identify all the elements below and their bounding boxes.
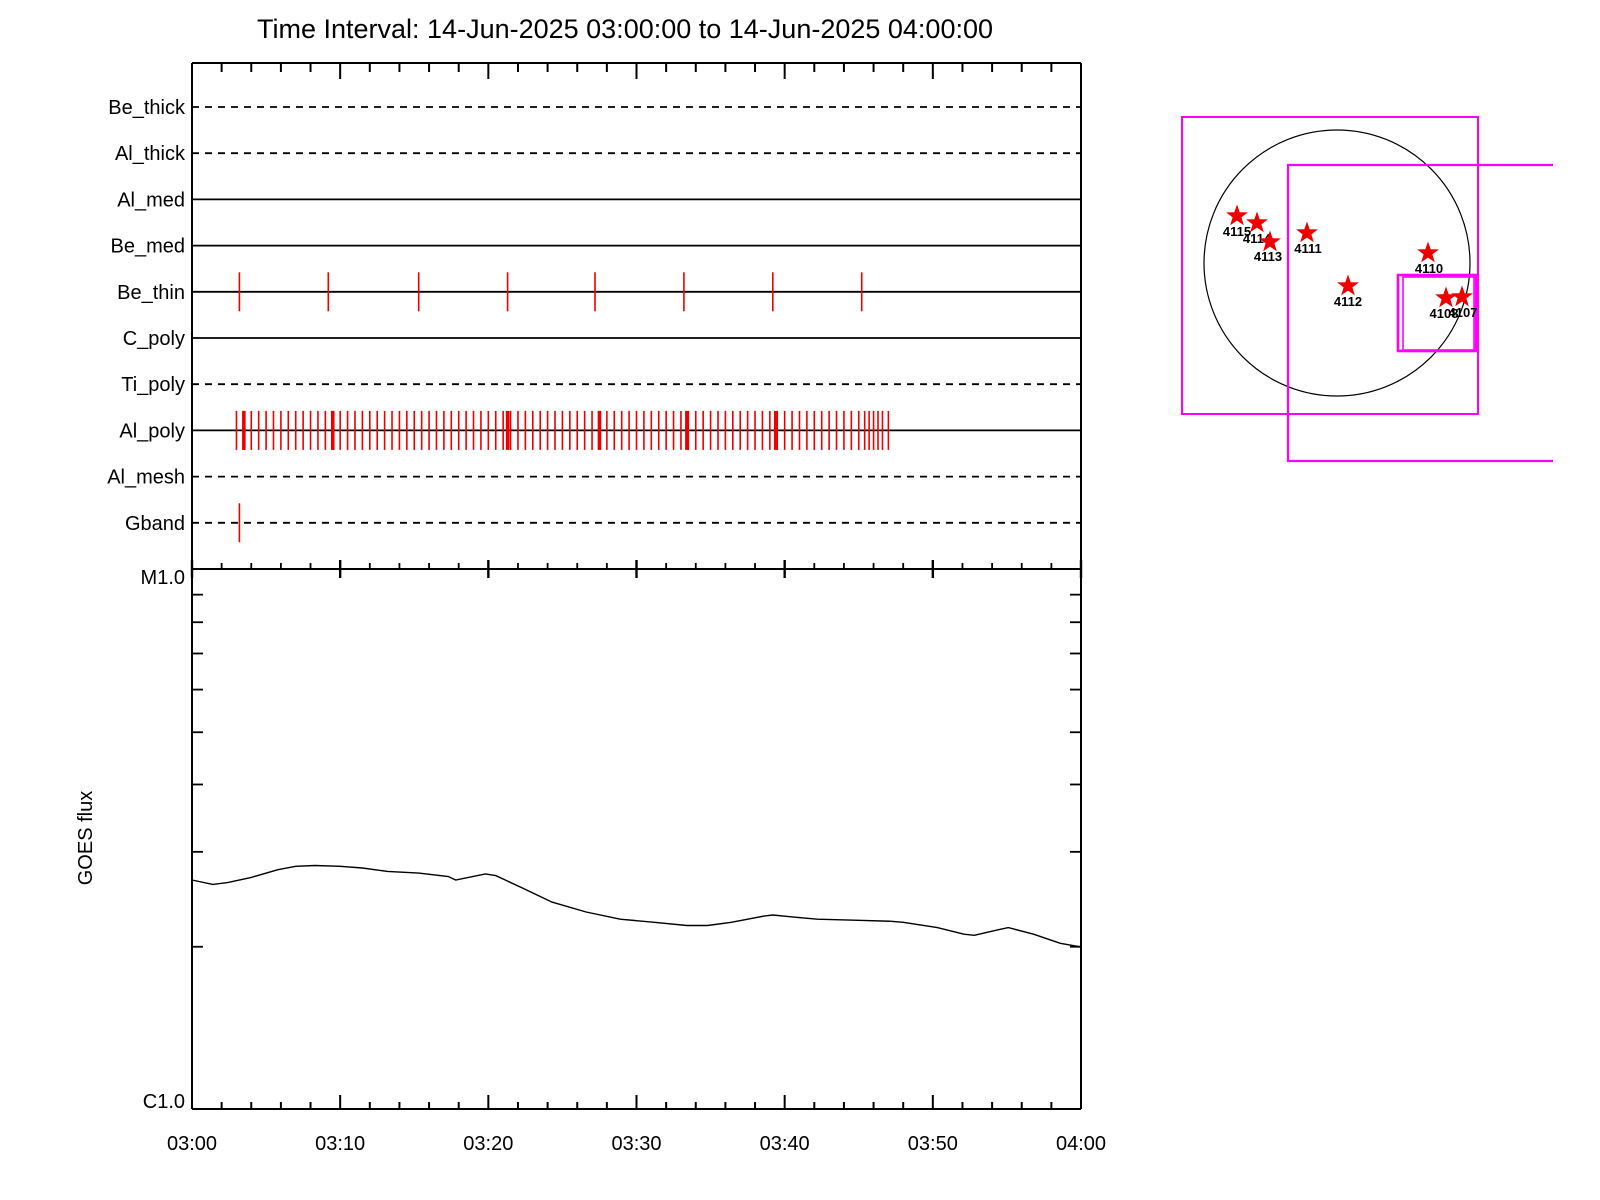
x-axis-label-03:10: 03:10 — [315, 1133, 365, 1155]
fov-box-0 — [1181, 116, 1479, 415]
filter-row-label-Al_poly: Al_poly — [119, 420, 185, 442]
filter-row-label-Gband: Gband — [125, 513, 185, 535]
filter-row-label-C_poly: C_poly — [123, 328, 185, 350]
chart-title: Time Interval: 14-Jun-2025 03:00:00 to 1… — [257, 14, 993, 44]
active-region-star-4113 — [1259, 230, 1281, 252]
active-region-label-4112: 4112 — [1334, 294, 1362, 309]
fov-box-2 — [1396, 273, 1478, 353]
fov-box-1 — [1286, 163, 1553, 463]
filter-row-label-Al_thick: Al_thick — [115, 143, 186, 165]
active-region-label-4115: 4115 — [1223, 224, 1251, 239]
filter-timeline-panel: Be_thick Al_thick Al_med Be_med Be_thin C_pol… — [107, 62, 1083, 578]
active-region-star-4115 — [1226, 204, 1248, 226]
x-axis-label-03:40: 03:40 — [760, 1133, 810, 1155]
active-region-label-4111: 4111 — [1294, 241, 1322, 256]
filter-row-label-Be_thin: Be_thin — [117, 282, 185, 304]
filter-row-label-Be_med: Be_med — [111, 236, 186, 258]
filter-row-label-Be_thick: Be_thick — [108, 97, 186, 119]
x-axis-label-03:20: 03:20 — [463, 1133, 513, 1155]
filter-row-label-Ti_poly: Ti_poly — [121, 374, 185, 396]
x-axis-label-03:00: 03:00 — [167, 1133, 217, 1155]
active-region-star-4108 — [1435, 286, 1457, 308]
active-region-star-4112 — [1337, 274, 1359, 296]
filter-row-label-Al_med: Al_med — [117, 189, 185, 211]
active-region-label-4110: 4110 — [1415, 261, 1443, 276]
active-region-star-4107 — [1451, 285, 1473, 307]
fov-box-3 — [1402, 276, 1475, 351]
active-region-star-4111 — [1296, 221, 1318, 243]
active-region-star-4114 — [1246, 211, 1268, 233]
y-axis-top-label: M1.0 — [141, 567, 185, 589]
x-axis-label-03:50: 03:50 — [908, 1133, 958, 1155]
active-region-label-4107: 4107 — [1449, 305, 1478, 320]
active-region-star-4110 — [1417, 241, 1439, 263]
active-region-label-4108: 4108 — [1430, 306, 1459, 321]
y-axis-title: GOES flux — [75, 791, 97, 885]
goes-flux-curve — [191, 864, 1080, 948]
x-axis-label-04:00: 04:00 — [1056, 1133, 1106, 1155]
x-axis-label-03:30: 03:30 — [611, 1133, 661, 1155]
active-region-label-4113: 4113 — [1254, 249, 1282, 264]
filter-row-label-Al_mesh: Al_mesh — [107, 467, 185, 489]
goes-flux-panel: 03:00 03:10 03:20 03:30 03:40 03:50 04:00 M1.0 C… — [75, 567, 1106, 1155]
y-axis-bottom-label: C1.0 — [143, 1091, 185, 1113]
solar-limb-circle — [1203, 129, 1471, 397]
